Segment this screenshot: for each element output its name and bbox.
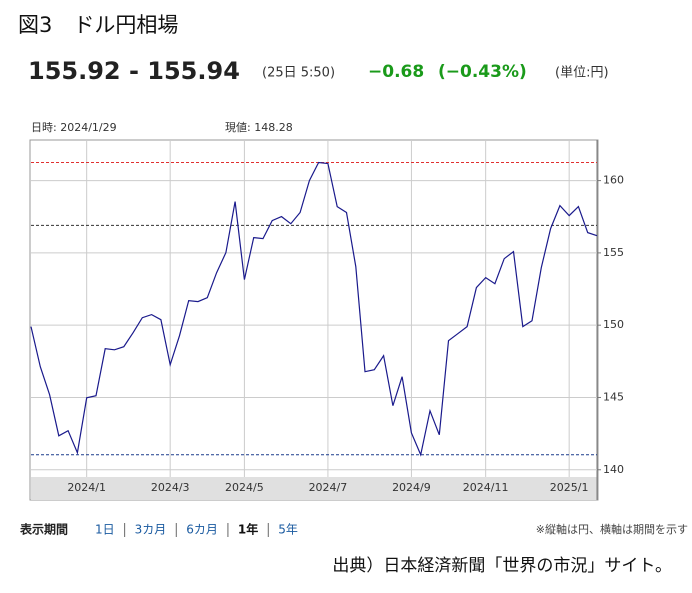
- time: (25日 5:50): [262, 66, 335, 81]
- change: −0.68: [368, 62, 424, 82]
- y-tick-label: 145: [603, 390, 624, 403]
- price-line: [30, 161, 598, 457]
- x-axis-band: [31, 477, 597, 500]
- period-tab[interactable]: 1日: [95, 523, 115, 537]
- price: 155.92 - 155.94: [28, 57, 240, 85]
- source: 出典）日本経済新聞「世界の市況」サイト。: [332, 556, 672, 576]
- period-tab[interactable]: 5年: [278, 523, 298, 537]
- y-tick-label: 155: [603, 246, 624, 259]
- unit: (単位:円): [555, 65, 609, 81]
- period-label: 表示期間: [19, 522, 68, 537]
- x-tick-label: 2024/9: [392, 481, 431, 494]
- period-tab[interactable]: 6カ月: [186, 523, 218, 537]
- info-value: 現値: 148.28: [225, 121, 293, 134]
- note: ※縦軸は円、横軸は期間を示す: [536, 522, 688, 536]
- title: 図3 ドル円相場: [18, 13, 178, 37]
- x-tick-label: 2024/7: [309, 481, 348, 494]
- x-tick-label: 2024/1: [67, 481, 106, 494]
- y-tick-label: 160: [603, 174, 624, 187]
- plot: 140 145 150 155 160 2024/1 2024/3 2024/5 2024/7 2…: [30, 140, 624, 494]
- y-tick-label: 150: [603, 318, 624, 331]
- period-tab[interactable]: 3カ月: [135, 523, 167, 537]
- x-tick-label: 2025/1: [550, 481, 589, 494]
- info-date: 日時: 2024/1/29: [31, 121, 117, 134]
- x-tick-label: 2024/11: [463, 481, 509, 494]
- periods: 1日 3カ月 6カ月 1年 5年: [95, 522, 298, 537]
- x-tick-label: 2024/3: [151, 481, 190, 494]
- chart-frame: [29, 139, 599, 501]
- period-tab[interactable]: 1年: [238, 522, 258, 537]
- change-pct: (−0.43%): [438, 62, 527, 82]
- x-tick-label: 2024/5: [225, 481, 264, 494]
- y-tick-label: 140: [603, 463, 624, 476]
